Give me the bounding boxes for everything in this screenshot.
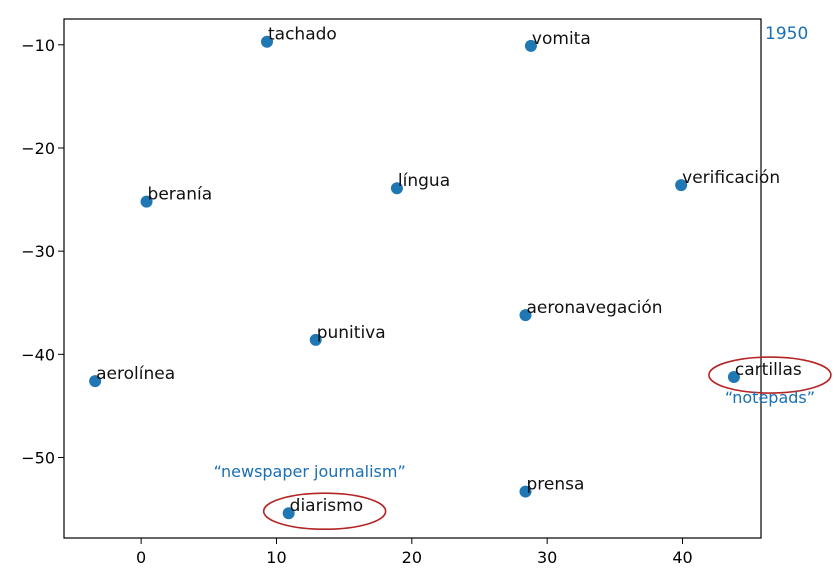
data-point [140, 195, 153, 208]
annotation-text: “notepads” [725, 388, 815, 407]
x-tick-label: 0 [136, 548, 146, 567]
y-tick-label: −20 [21, 139, 55, 158]
annotations: “newspaper journalism” “notepads” [214, 356, 832, 531]
data-point [390, 182, 403, 195]
plot-frame [63, 18, 762, 539]
year-label: 1950 [765, 24, 808, 44]
highlight-circle [262, 492, 387, 531]
point-label: diarismo [290, 496, 363, 516]
x-tick-label: 30 [537, 548, 557, 567]
y-tick-label: −10 [21, 36, 55, 55]
point-label: beranía [148, 185, 213, 205]
y-tick-label: −40 [21, 345, 55, 364]
y-tick-label: −30 [21, 242, 55, 261]
y-tick-label: −50 [21, 449, 55, 468]
axes: 0 10 20 30 40 −10 −20 −30 −40 −50 [21, 18, 762, 567]
x-tick-label: 40 [672, 548, 692, 567]
point-label: vomita [532, 29, 591, 49]
point-labels: tachado vomita beranía língua verificación ae… [96, 25, 802, 517]
data-point [89, 375, 102, 388]
point-label: aeronavegación [527, 298, 663, 318]
data-point [309, 333, 322, 346]
data-point [261, 35, 274, 48]
point-label: língua [398, 171, 450, 191]
point-label: punitiva [317, 323, 386, 343]
data-point [519, 485, 532, 498]
x-tick-label: 10 [266, 548, 286, 567]
point-label: tachado [268, 25, 337, 45]
data-point [675, 179, 688, 192]
point-label: verificación [682, 168, 780, 188]
highlight-circle [708, 356, 832, 394]
data-point [282, 507, 295, 520]
data-point [727, 371, 740, 384]
data-points [89, 35, 740, 520]
x-tick-label: 20 [402, 548, 422, 567]
point-label: cartillas [735, 360, 802, 380]
data-point [519, 309, 532, 322]
point-label: aerolínea [96, 364, 175, 384]
point-label: prensa [527, 475, 585, 495]
annotation-text: “newspaper journalism” [214, 462, 406, 481]
data-point [524, 39, 537, 52]
